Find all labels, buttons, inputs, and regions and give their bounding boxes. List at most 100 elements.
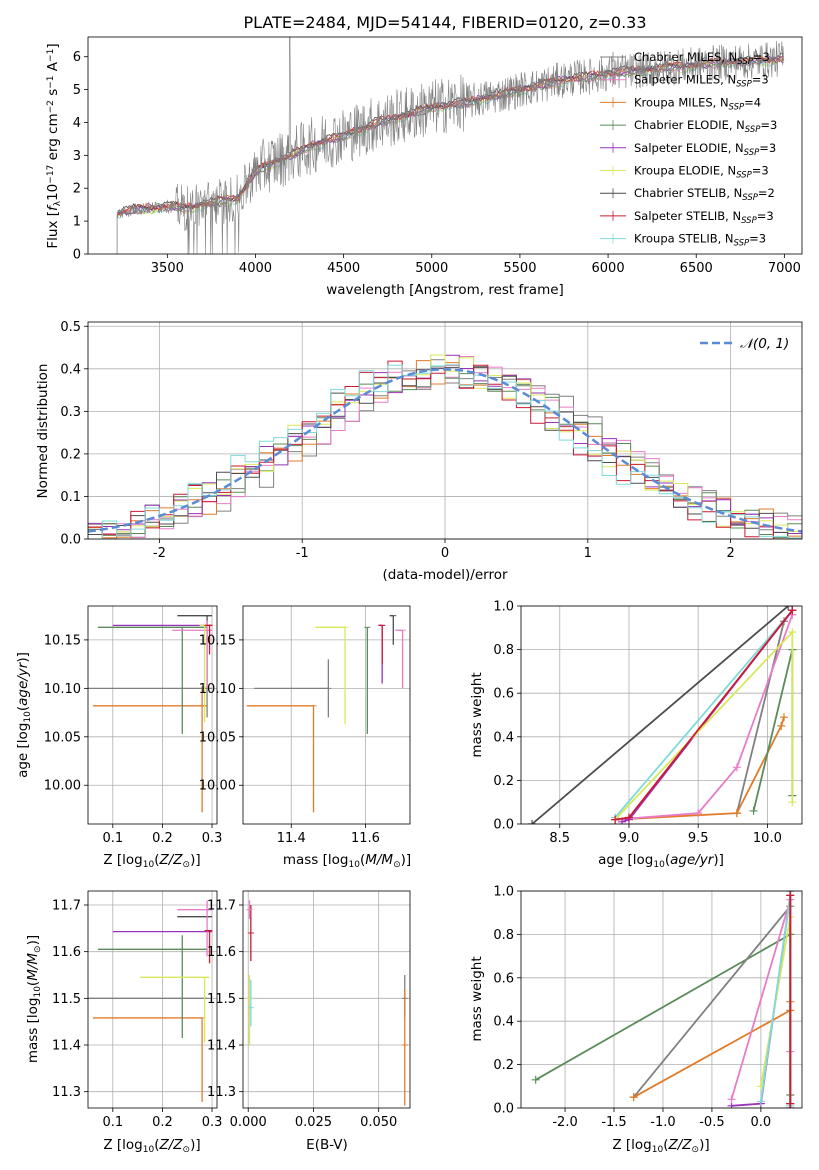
x-tick-label: 8.5	[549, 831, 570, 846]
mass-weight-line	[614, 609, 793, 819]
x-tick-label: 11.6	[351, 831, 380, 846]
legend-subscript: SSP	[736, 171, 752, 181]
legend-value: =3	[757, 209, 774, 223]
legend-value: =3	[760, 118, 777, 132]
legend-subscript: SSP	[741, 216, 757, 226]
mass_vs_Z-plot-area	[88, 900, 213, 1102]
y-tick-label: 11.7	[207, 899, 236, 914]
x-axis-label: Z [log10(Z/Z⊙)]	[103, 1137, 200, 1155]
plus-marker	[786, 1099, 795, 1108]
plus-marker	[784, 606, 793, 610]
mass-weight-line	[752, 649, 794, 812]
x-tick-label: 0.2	[152, 1115, 173, 1130]
plus-marker	[694, 809, 703, 818]
legend-label: Chabrier MILES, N	[634, 50, 737, 64]
y-axis-label-part: ⊙	[33, 945, 43, 953]
plus-marker	[528, 820, 537, 824]
legend-entry-0: Chabrier MILES, NSSP=3	[634, 50, 770, 67]
y-tick-label: 10.00	[44, 779, 81, 794]
x-tick-label: 4000	[239, 261, 272, 276]
x-axis-label-part: ⊙	[393, 860, 401, 870]
y-axis-label-part: mass [log	[25, 998, 41, 1064]
plus-marker	[777, 721, 786, 730]
x-axis-label-part: (	[665, 852, 670, 868]
spectrum-plot-area	[116, 37, 785, 254]
y-axis-label-part: )]	[15, 652, 31, 663]
x-tick-label: 0.1	[102, 831, 123, 846]
x-tick-label: -1	[296, 546, 309, 561]
x-tick-label: 6500	[680, 261, 713, 276]
x-axis-label-part: )]	[401, 852, 412, 868]
plus-marker	[624, 813, 633, 822]
y-tick-label: 1.0	[493, 885, 514, 900]
x-tick-label: 4500	[327, 261, 360, 276]
x-tick-label: 0.3	[202, 1115, 223, 1130]
x-axis-label: Z [log10(Z/Z⊙)]	[103, 852, 200, 870]
y-axis-label-part: 10	[23, 711, 33, 723]
y-tick-label: 6	[73, 50, 81, 65]
x-tick-label: 0.000	[230, 1115, 267, 1130]
y-axis-label-part: 10	[45, 184, 61, 201]
y-tick-label: 0.4	[493, 730, 514, 745]
y-tick-label: 2	[73, 182, 81, 197]
age_vs_mass-plot-area	[246, 615, 406, 813]
y-tick-label: 0.0	[493, 818, 514, 833]
legend-entry-8: Kroupa STELIB, NSSP=3	[634, 232, 766, 249]
y-axis-label-part: λ	[53, 200, 63, 206]
mass-weight-line	[615, 614, 794, 821]
y-tick-label: 11.4	[52, 1039, 81, 1054]
y-axis-label: mass weight	[469, 956, 485, 1041]
legend-label: Salpeter ELODIE, N	[634, 141, 744, 155]
x-axis-label-part: ⊙	[692, 1145, 700, 1155]
plus-marker	[732, 809, 741, 818]
legend-label: Kroupa STELIB, N	[634, 232, 734, 246]
y-tick-label: 11.6	[52, 945, 81, 960]
legend-label: Chabrier ELODIE, N	[634, 118, 745, 132]
y-tick-label: 10.10	[44, 682, 81, 697]
x-axis-label: (data-model)/error	[382, 567, 508, 583]
y-tick-label: 4	[73, 116, 81, 131]
y-tick-label: 11.5	[207, 992, 236, 1007]
y-tick-label: 5	[73, 83, 81, 98]
y-tick-label: 3	[73, 149, 81, 164]
legend-subscript: SSP	[729, 102, 745, 112]
x-axis-label-part: Z/Z	[158, 1137, 183, 1153]
y-tick-label: 0.5	[60, 320, 81, 335]
x-axis-label-part: )]	[699, 1137, 710, 1153]
histogram-plot-area	[88, 354, 802, 539]
mass-weight-line	[760, 895, 792, 1106]
y-tick-label: 0.2	[493, 1058, 514, 1073]
x-axis-label-part: age/yr	[670, 852, 715, 868]
plus-marker	[786, 891, 795, 900]
axes-frame	[87, 605, 218, 825]
x-tick-label: 1	[584, 546, 592, 561]
legend-entry-2: Kroupa MILES, NSSP=4	[634, 95, 761, 112]
y-axis-label-part: −2	[46, 100, 56, 113]
y-axis-label-part: ]	[45, 43, 61, 48]
x-tick-label: 0.0	[751, 1115, 772, 1130]
x-axis-label-part: (	[360, 852, 365, 868]
x-axis-label-part: 10	[143, 1145, 155, 1155]
legend-label: Kroupa MILES, N	[634, 95, 729, 109]
legend-subscript: SSP	[737, 57, 753, 67]
x-tick-label: 7000	[768, 261, 801, 276]
x-tick-label: 0.3	[202, 831, 223, 846]
x-tick-label: -0.5	[699, 1115, 724, 1130]
y-axis-label-part: (	[15, 706, 31, 711]
y-tick-label: 0.4	[493, 1015, 514, 1030]
mass-weight-line	[531, 606, 789, 824]
y-tick-label: 0	[73, 248, 81, 263]
y-axis-label-part: 10	[33, 986, 43, 998]
y-tick-label: 0.6	[493, 687, 514, 702]
axes-frame	[242, 890, 411, 1109]
mass-weight-line	[615, 716, 785, 821]
x-axis-label-part: (	[154, 1137, 159, 1153]
plus-marker	[780, 713, 789, 722]
legend-value: =2	[758, 186, 775, 200]
legend-entry-6: Chabrier STELIB, NSSP=2	[634, 186, 775, 203]
y-tick-label: 10.05	[44, 730, 81, 745]
y-tick-label: 11.7	[52, 899, 81, 914]
legend-subscript: SSP	[745, 125, 761, 135]
x-axis-label-part: )]	[190, 852, 201, 868]
